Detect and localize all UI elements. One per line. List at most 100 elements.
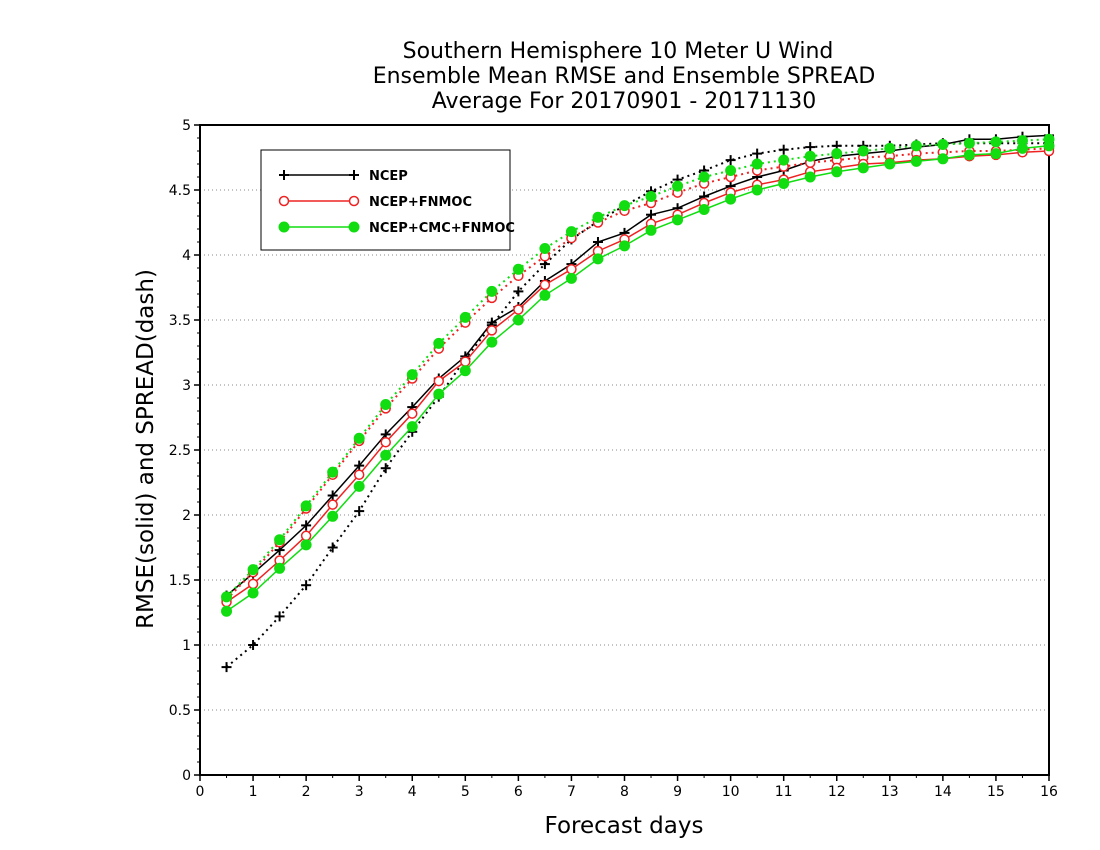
y-tick-label: 0 bbox=[182, 768, 191, 784]
spread-point bbox=[354, 506, 365, 517]
x-axis-title: Forecast days bbox=[545, 813, 704, 839]
x-tick-label: 14 bbox=[934, 784, 952, 800]
rmse-point bbox=[751, 184, 763, 196]
rmse-point bbox=[353, 469, 365, 480]
rmse-point bbox=[300, 539, 312, 551]
spread-point bbox=[221, 662, 232, 673]
rmse-point bbox=[884, 158, 896, 170]
chart-title: Southern Hemisphere 10 Meter U Wind Ense… bbox=[373, 39, 876, 114]
rmse-point bbox=[592, 237, 603, 247]
rmse-point bbox=[486, 336, 498, 348]
y-tick-label: 4 bbox=[182, 248, 191, 264]
rmse-point bbox=[327, 510, 339, 522]
spread-point bbox=[778, 154, 790, 166]
spread-point bbox=[512, 263, 524, 275]
spread-point bbox=[698, 171, 710, 183]
y-tick-label: 1 bbox=[182, 638, 191, 654]
spread-point bbox=[353, 432, 365, 444]
x-tick-label: 11 bbox=[775, 784, 793, 800]
legend-marker bbox=[348, 195, 360, 207]
x-tick-label: 13 bbox=[881, 784, 899, 800]
x-tick-label: 15 bbox=[987, 784, 1005, 800]
rmse-point bbox=[459, 365, 471, 377]
rmse-point bbox=[857, 162, 869, 174]
spread-point bbox=[990, 136, 1002, 148]
x-tick-label: 7 bbox=[567, 784, 576, 800]
legend-marker bbox=[349, 170, 359, 180]
rmse-point bbox=[963, 149, 975, 161]
spread-point bbox=[327, 542, 338, 553]
legend-marker bbox=[278, 195, 290, 207]
x-tick-label: 2 bbox=[302, 784, 311, 800]
spread-point bbox=[751, 158, 763, 170]
rmse-point bbox=[592, 253, 604, 265]
axes: 00.511.522.533.544.550 1 2 3 4 5 6 7 8 9 10 11 12 13 1… bbox=[169, 118, 1058, 800]
rmse-point bbox=[354, 460, 365, 471]
title-line-2: Ensemble Mean RMSE and Ensemble SPREAD bbox=[373, 64, 876, 89]
spread-point bbox=[327, 466, 339, 478]
rmse-point bbox=[407, 408, 418, 419]
series-2 bbox=[221, 133, 1055, 617]
x-tick-label: 4 bbox=[408, 784, 417, 800]
legend-label: NCEP+FNMOC bbox=[369, 195, 472, 210]
y-axis-title: RMSE(solid) and SPREAD(dash) bbox=[133, 269, 159, 629]
spread-point bbox=[778, 144, 789, 155]
spread-point bbox=[300, 500, 312, 512]
spread-point bbox=[380, 463, 391, 474]
spread-point bbox=[486, 285, 498, 297]
spread-point bbox=[619, 200, 630, 212]
grid bbox=[200, 189, 1049, 711]
rmse-point bbox=[327, 499, 338, 510]
spread-point bbox=[274, 611, 285, 622]
x-tick-label: 10 bbox=[722, 784, 740, 800]
rmse-point bbox=[1043, 140, 1055, 152]
spread-point bbox=[805, 142, 816, 153]
rmse-point bbox=[646, 209, 657, 220]
rmse-point bbox=[539, 279, 551, 291]
spread-point bbox=[910, 140, 922, 152]
rmse-point bbox=[380, 436, 391, 448]
x-tick-label: 6 bbox=[514, 784, 523, 800]
legend-entry: NCEP+CMC+FNMOC bbox=[278, 221, 515, 236]
spread-point bbox=[274, 534, 286, 546]
y-tick-label: 0.5 bbox=[169, 703, 191, 719]
spread-point bbox=[380, 399, 392, 410]
rmse-point bbox=[619, 240, 630, 252]
rmse-point bbox=[1016, 142, 1028, 154]
spread-point bbox=[221, 591, 233, 603]
spread-point bbox=[247, 564, 259, 576]
legend-marker bbox=[348, 221, 360, 233]
rmse-point bbox=[513, 304, 524, 315]
spread-point bbox=[963, 137, 975, 149]
x-tick-label: 3 bbox=[355, 784, 364, 800]
rmse-point bbox=[990, 148, 1002, 160]
y-tick-label: 3.5 bbox=[169, 313, 191, 329]
spread-point bbox=[804, 150, 816, 162]
x-tick-label: 5 bbox=[461, 784, 470, 800]
series bbox=[221, 130, 1055, 673]
x-tick-label: 0 bbox=[196, 784, 205, 800]
rmse-point bbox=[645, 224, 657, 236]
x-tick-label: 12 bbox=[828, 784, 846, 800]
spread-point bbox=[725, 165, 737, 176]
legend-entry: NCEP bbox=[279, 169, 408, 184]
rmse-point bbox=[327, 490, 338, 501]
legend-box bbox=[260, 149, 511, 251]
spread-point bbox=[248, 640, 259, 650]
rmse-point bbox=[539, 289, 551, 301]
rmse-point bbox=[831, 166, 843, 178]
rmse-point bbox=[565, 272, 577, 284]
spread-point bbox=[301, 580, 312, 591]
spread-point bbox=[831, 148, 843, 160]
rmse-point bbox=[301, 520, 312, 531]
legend-label: NCEP bbox=[369, 169, 408, 184]
rmse-point bbox=[778, 178, 790, 189]
rmse-point bbox=[486, 325, 498, 336]
rmse-point bbox=[406, 421, 418, 433]
legend-label: NCEP+CMC+FNMOC bbox=[369, 221, 515, 236]
rmse-point bbox=[566, 264, 577, 275]
rmse-point bbox=[512, 314, 524, 326]
spread-point bbox=[937, 139, 949, 150]
spread-point bbox=[406, 369, 418, 381]
spread-point bbox=[539, 243, 551, 254]
